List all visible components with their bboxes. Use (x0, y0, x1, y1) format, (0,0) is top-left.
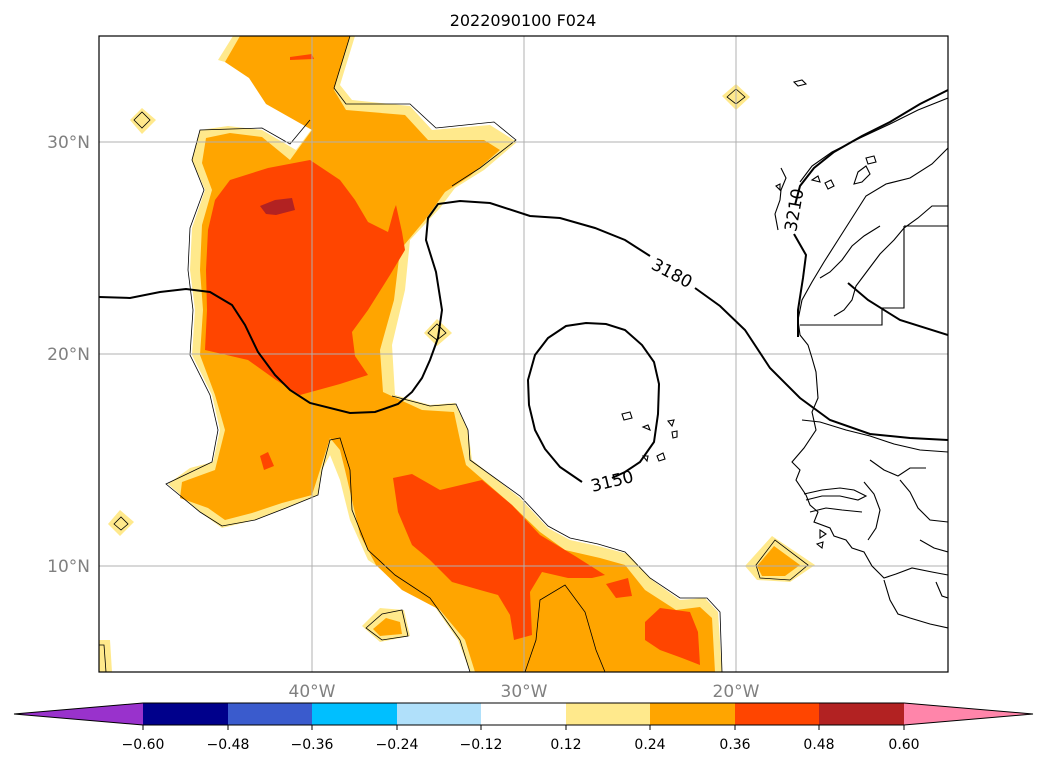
height-contours (99, 89, 948, 483)
colorbar-bin-3 (312, 703, 397, 725)
shading-0.48-0.60 (260, 198, 295, 215)
colorbar-bin-6 (566, 703, 650, 725)
map-panel: 3210 3180 3150 (99, 36, 948, 672)
colorbar-extend-low (14, 703, 143, 725)
colorbar-bin-5 (481, 703, 566, 725)
field-outline (99, 36, 809, 672)
contour-3210-lower (847, 282, 948, 336)
colorbar-tick-label: −0.36 (291, 737, 334, 753)
contour-3150 (526, 321, 661, 483)
colorbar-tick-label: 0.12 (550, 737, 581, 753)
gridlines (99, 36, 948, 672)
lon-label-30w: 30°W (501, 682, 548, 702)
map-title: 2022090100 F024 (450, 11, 597, 30)
colorbar-tick-label: −0.60 (122, 737, 165, 753)
lon-label-20w: 20°W (713, 682, 760, 702)
colorbar-bin-8 (735, 703, 819, 725)
colorbar-bin-9 (819, 703, 904, 725)
contour-3210-east (794, 89, 948, 206)
contour-3210 (793, 233, 808, 337)
colorbar-tick-label: −0.12 (460, 737, 503, 753)
contour-3180 (99, 199, 651, 415)
colorbar-ticks (142, 725, 905, 730)
lat-label-10n: 10°N (47, 557, 90, 577)
map-frame (98, 35, 949, 673)
colorbar-bin-7 (650, 703, 735, 725)
colorbar-bin-4 (397, 703, 481, 725)
colorbar-tick-label: −0.24 (376, 737, 419, 753)
lat-label-20n: 20°N (47, 345, 90, 365)
colorbar-bin-1 (143, 703, 228, 725)
lat-label-30n: 30°N (47, 133, 90, 153)
colorbar-tick-label: 0.60 (888, 737, 919, 753)
coastlines (621, 79, 948, 629)
colorbar-bin-2 (228, 703, 312, 725)
lon-label-40w: 40°W (289, 682, 336, 702)
colorbar-tick-label: 0.24 (634, 737, 665, 753)
shading-0.36-0.48 (205, 54, 700, 665)
colorbar-tick-label: 0.48 (803, 737, 834, 753)
colorbar-extend-high (904, 703, 1033, 725)
colorbar: −0.60 −0.48 −0.36 −0.24 −0.12 0.12 0.24 … (13, 702, 1034, 753)
colorbar-tick-label: 0.36 (719, 737, 750, 753)
contour-3180-east (694, 287, 948, 441)
colorbar-tick-label: −0.48 (207, 737, 250, 753)
